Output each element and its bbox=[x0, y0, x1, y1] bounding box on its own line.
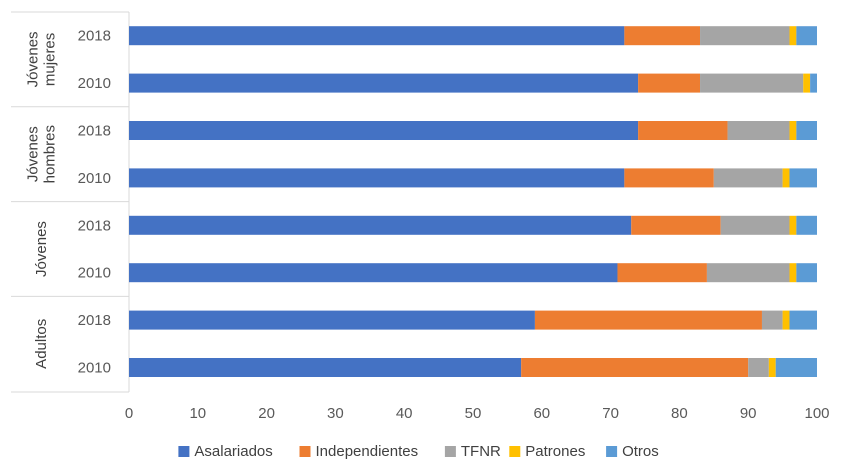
bar-segment-otros bbox=[810, 73, 817, 93]
bar-segment-patrones bbox=[782, 168, 790, 188]
group-label-line: Jóvenes bbox=[25, 126, 42, 182]
x-tick-label: 20 bbox=[258, 405, 275, 422]
group-label: Jóvenes hombres bbox=[25, 125, 59, 183]
bar-segment-patrones bbox=[789, 263, 797, 283]
x-tick-label: 50 bbox=[465, 405, 482, 422]
legend-swatch bbox=[606, 446, 618, 457]
x-tick-label: 90 bbox=[740, 405, 757, 422]
bar-segment-patrones bbox=[803, 73, 811, 93]
bar-segment-independientes bbox=[638, 73, 701, 93]
x-tick-label: 70 bbox=[602, 405, 619, 422]
legend-swatch bbox=[178, 446, 190, 457]
year-label: 2010 bbox=[78, 360, 111, 377]
bar-segment-patrones bbox=[782, 310, 790, 330]
x-tick-label: 80 bbox=[671, 405, 688, 422]
bar-segment-independientes bbox=[617, 263, 707, 283]
year-label: 2018 bbox=[78, 28, 111, 45]
legend-label: Otros bbox=[622, 443, 659, 460]
bar-segment-tfnr bbox=[727, 121, 790, 140]
legend-label: TFNR bbox=[461, 443, 501, 460]
year-labels: 2018 2010 2018 2010 2018 2010 2018 2010 bbox=[78, 28, 111, 377]
bar-segment-asalariados bbox=[129, 73, 639, 93]
legend-label: Patrones bbox=[525, 443, 585, 460]
group-label: Jóvenes mujeres bbox=[25, 31, 59, 87]
bar-segment-otros bbox=[796, 215, 817, 235]
year-label: 2010 bbox=[78, 75, 111, 92]
bar-segment-asalariados bbox=[129, 215, 632, 235]
legend-swatch bbox=[444, 446, 456, 457]
group-label-line: Adultos bbox=[33, 319, 50, 369]
group-label-line: Jóvenes bbox=[25, 31, 42, 87]
bar-segment-tfnr bbox=[748, 358, 769, 377]
bar-segment-tfnr bbox=[700, 73, 804, 93]
group-label-line: mujeres bbox=[42, 33, 59, 86]
legend-label: Asalariados bbox=[194, 443, 272, 460]
x-tick-label: 60 bbox=[533, 405, 550, 422]
legend-item-independientes: Independientes bbox=[299, 443, 419, 460]
x-axis-ticks: 0 10 20 30 40 50 60 70 80 90 100 bbox=[125, 405, 830, 422]
bar-segment-asalariados bbox=[129, 310, 535, 330]
bar-segment-tfnr bbox=[761, 310, 783, 330]
bar-segment-otros bbox=[796, 263, 817, 283]
bar-segment-asalariados bbox=[129, 121, 639, 140]
bar-segment-independientes bbox=[638, 121, 728, 140]
bar-segment-asalariados bbox=[129, 358, 522, 377]
x-tick-label: 100 bbox=[804, 405, 829, 422]
chart-legend: Asalariados Independientes TFNR Patrones Otr… bbox=[178, 443, 659, 460]
x-tick-label: 30 bbox=[327, 405, 344, 422]
group-label-line: Jóvenes bbox=[33, 221, 50, 277]
legend-swatch bbox=[299, 446, 311, 457]
bar-segment-patrones bbox=[789, 215, 797, 235]
bar-segment-independientes bbox=[534, 310, 762, 330]
bar-segment-tfnr bbox=[713, 168, 783, 188]
group-label-line: hombres bbox=[42, 125, 59, 183]
group-label: Jóvenes bbox=[33, 221, 50, 277]
year-label: 2010 bbox=[78, 170, 111, 187]
year-label: 2018 bbox=[78, 123, 111, 140]
bar-segment-otros bbox=[796, 121, 817, 140]
bar-segment-asalariados bbox=[129, 26, 625, 46]
x-tick-label: 40 bbox=[396, 405, 413, 422]
x-tick-label: 10 bbox=[189, 405, 206, 422]
bar-segment-independientes bbox=[631, 215, 721, 235]
legend-label: Independientes bbox=[316, 443, 419, 460]
bar-segment-otros bbox=[775, 358, 817, 377]
group-label: Adultos bbox=[33, 319, 50, 369]
bar-segment-independientes bbox=[624, 26, 701, 46]
bar-segment-tfnr bbox=[700, 26, 790, 46]
bar-segment-otros bbox=[796, 26, 817, 46]
year-label: 2018 bbox=[78, 312, 111, 329]
x-tick-label: 0 bbox=[125, 405, 133, 422]
legend-item-patrones: Patrones bbox=[509, 443, 585, 460]
legend-item-asalariados: Asalariados bbox=[178, 443, 273, 460]
legend-swatch bbox=[509, 446, 521, 457]
bar-segment-tfnr bbox=[720, 215, 790, 235]
chart-bars bbox=[129, 26, 817, 377]
bar-segment-asalariados bbox=[129, 263, 618, 283]
bar-segment-tfnr bbox=[706, 263, 790, 283]
bar-segment-otros bbox=[789, 310, 817, 330]
bar-segment-otros bbox=[789, 168, 817, 188]
bar-segment-patrones bbox=[768, 358, 776, 377]
bar-segment-independientes bbox=[624, 168, 714, 188]
bar-segment-asalariados bbox=[129, 168, 625, 188]
year-label: 2010 bbox=[78, 265, 111, 282]
bar-segment-independientes bbox=[521, 358, 749, 377]
bar-segment-patrones bbox=[789, 26, 797, 46]
bar-segment-patrones bbox=[789, 121, 797, 140]
legend-item-otros: Otros bbox=[606, 443, 659, 460]
year-label: 2018 bbox=[78, 217, 111, 234]
legend-item-tfnr: TFNR bbox=[444, 443, 501, 460]
